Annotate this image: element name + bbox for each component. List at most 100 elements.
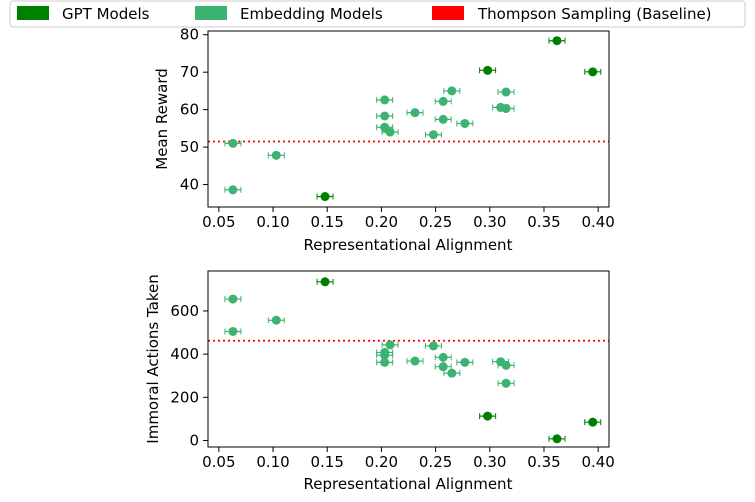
y-axis-label: Immoral Actions Taken [144, 274, 162, 443]
embedding-model-point [443, 86, 461, 96]
data-point-marker [483, 65, 493, 75]
embedding-model-point [434, 96, 452, 106]
x-tick-label: 0.10 [256, 213, 289, 231]
data-point-marker [438, 96, 448, 106]
embedding-model-point [424, 341, 442, 351]
data-point-marker [228, 138, 238, 148]
embedding-model-point [456, 118, 474, 128]
x-tick-label: 0.40 [581, 213, 614, 231]
data-point-marker [447, 86, 457, 96]
x-tick-label: 0.05 [202, 453, 235, 471]
legend-frame [9, 0, 746, 28]
y-tick-label: 50 [180, 138, 199, 156]
embedding-model-point [497, 378, 515, 388]
data-point-marker [460, 118, 470, 128]
x-tick-label: 0.20 [365, 453, 398, 471]
embedding-model-point [224, 294, 242, 304]
gpt-model-point [584, 417, 602, 427]
legend-label-embedding: Embedding Models [240, 5, 383, 23]
embedding-model-point [443, 368, 461, 378]
legend-swatch-baseline [432, 6, 464, 20]
data-point-marker [228, 326, 238, 336]
gpt-model-point [548, 36, 566, 46]
data-point-marker [410, 356, 420, 366]
x-axis-label: Representational Alignment [304, 236, 513, 254]
data-point-marker [228, 185, 238, 195]
chart-immoral-actions: 0.05 0.10 0.15 0.20 0.25 0.30 0.35 0.40 0 200 400 6… [144, 270, 615, 493]
data-point-marker [410, 108, 420, 118]
gpt-model-point [479, 65, 497, 75]
data-point-marker [428, 341, 438, 351]
data-point-marker [271, 150, 281, 160]
y-tick-label: 60 [180, 101, 199, 119]
data-point-marker [552, 36, 562, 46]
data-point-marker [438, 362, 448, 372]
legend-label-baseline: Thompson Sampling (Baseline) [477, 5, 712, 23]
legend-swatch-gpt [17, 6, 49, 20]
plot-area-frame [207, 270, 610, 448]
x-tick-label: 0.40 [581, 453, 614, 471]
x-tick-label: 0.30 [473, 213, 506, 231]
y-tick-label: 400 [170, 345, 199, 363]
embedding-model-point [381, 127, 399, 137]
embedding-model-point [376, 111, 394, 121]
legend: GPT Models Embedding Models Thompson Sam… [9, 0, 746, 28]
data-point-marker [320, 192, 330, 202]
embedding-model-point [267, 150, 285, 160]
data-point-marker [380, 350, 390, 360]
embedding-model-point [224, 185, 242, 195]
gpt-model-point [316, 277, 334, 287]
data-point-marker [428, 130, 438, 140]
data-point-marker [380, 95, 390, 105]
data-point-marker [380, 357, 390, 367]
embedding-model-point [406, 356, 424, 366]
embedding-model-point [406, 108, 424, 118]
data-point-marker [501, 378, 511, 388]
data-point-marker [483, 411, 493, 421]
y-tick-label: 70 [180, 63, 199, 81]
embedding-model-point [376, 350, 394, 360]
embedding-model-point [224, 326, 242, 336]
x-tick-label: 0.15 [311, 213, 344, 231]
gpt-model-point [548, 434, 566, 444]
x-tick-label: 0.35 [527, 213, 560, 231]
legend-swatch-embedding [195, 6, 227, 20]
data-point-marker [501, 87, 511, 97]
x-axis-label: Representational Alignment [304, 475, 513, 493]
data-point-marker [271, 315, 281, 325]
embedding-model-point [376, 357, 394, 367]
chart-mean-reward: 0.05 0.10 0.15 0.20 0.25 0.30 0.35 0.40 40 50 60 70… [153, 26, 615, 254]
x-tick-label: 0.25 [419, 453, 452, 471]
data-point-marker [460, 357, 470, 367]
data-point-marker [438, 352, 448, 362]
data-point-marker [501, 104, 511, 114]
x-tick-label: 0.35 [527, 453, 560, 471]
y-tick-label: 600 [170, 302, 199, 320]
x-tick-label: 0.20 [365, 213, 398, 231]
legend-label-gpt: GPT Models [62, 5, 150, 23]
data-point-marker [501, 360, 511, 370]
embedding-model-point [376, 95, 394, 105]
y-tick-label: 0 [189, 432, 199, 450]
data-point-marker [588, 417, 598, 427]
gpt-model-point [479, 411, 497, 421]
data-point-marker [380, 111, 390, 121]
embedding-model-point [434, 362, 452, 372]
embedding-model-point [497, 87, 515, 97]
x-tick-label: 0.30 [473, 453, 506, 471]
data-point-marker [385, 127, 395, 137]
x-tick-label: 0.05 [202, 213, 235, 231]
embedding-model-point [267, 315, 285, 325]
y-tick-label: 40 [180, 176, 199, 194]
data-point-marker [447, 368, 457, 378]
x-tick-label: 0.25 [419, 213, 452, 231]
embedding-model-point [424, 130, 442, 140]
embedding-model-point [497, 104, 515, 114]
embedding-model-point [381, 340, 399, 350]
data-point-marker [320, 277, 330, 287]
embedding-model-point [224, 138, 242, 148]
embedding-model-point [434, 114, 452, 124]
x-tick-label: 0.15 [311, 453, 344, 471]
embedding-model-point [434, 352, 452, 362]
